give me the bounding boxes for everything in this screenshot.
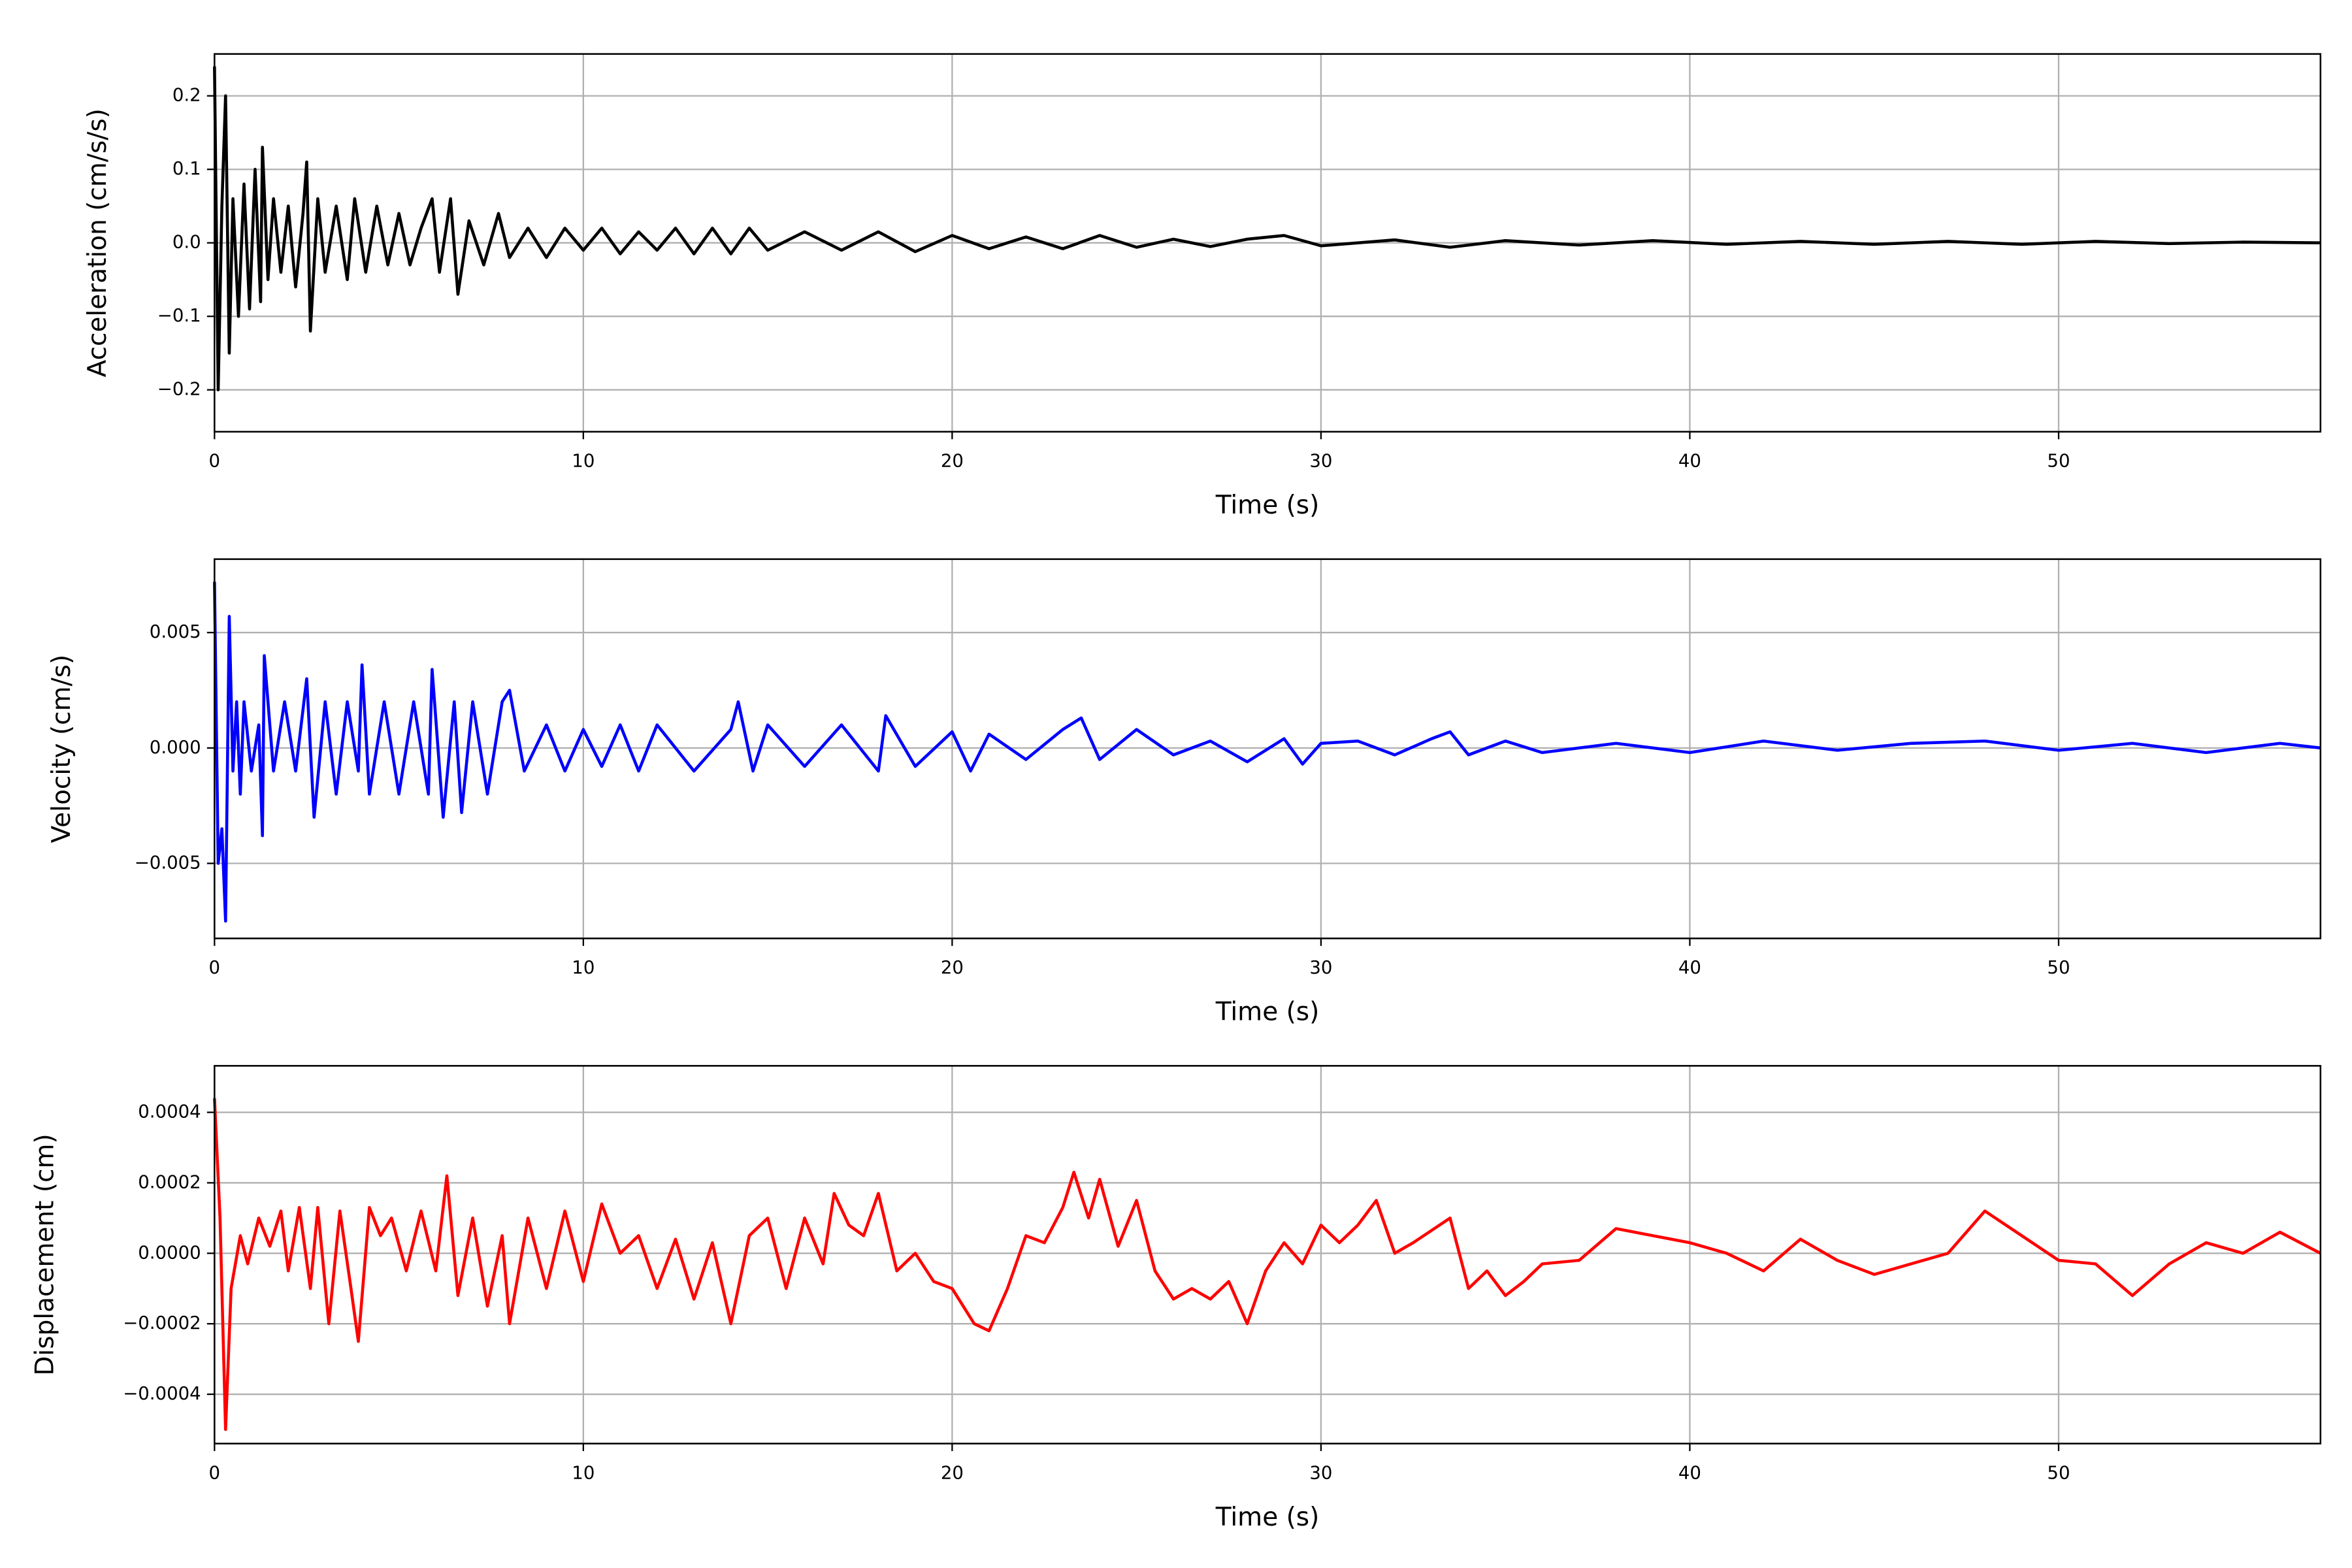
x-tick-label: 0: [209, 451, 221, 472]
y-tick-label: −0.2: [157, 379, 201, 400]
x-tick-label: 0: [209, 1462, 221, 1483]
x-tick-label: 0: [209, 957, 221, 978]
plot-frame: [214, 1065, 2322, 1445]
x-axis-label: Time (s): [1215, 1503, 1320, 1532]
y-tick-label: 0.000: [150, 737, 201, 758]
x-axis-label: Time (s): [1215, 491, 1320, 520]
plot-frame: [214, 558, 2322, 939]
x-tick-label: 10: [572, 1462, 595, 1483]
y-tick-label: 0.0000: [138, 1242, 201, 1263]
x-tick-label: 10: [572, 451, 595, 472]
y-tick-label: −0.0002: [123, 1313, 201, 1333]
plot-area: [214, 1066, 2321, 1444]
x-axis-label: Time (s): [1215, 998, 1320, 1027]
data-line: [213, 1098, 2321, 1431]
y-tick-label: 0.1: [172, 158, 201, 179]
x-tick-label: 30: [1309, 1462, 1332, 1483]
x-tick-label: 40: [1678, 957, 1701, 978]
y-tick-label: 0.0: [172, 232, 201, 253]
y-tick-label: −0.1: [157, 305, 201, 326]
y-tick-label: 0.0002: [138, 1171, 201, 1192]
x-tick-label: 20: [941, 451, 964, 472]
x-tick-label: 30: [1309, 451, 1332, 472]
y-tick-label: 0.0004: [138, 1102, 201, 1122]
y-tick-label: 0.2: [172, 85, 201, 106]
x-tick-label: 40: [1678, 451, 1701, 472]
x-tick-label: 50: [2047, 451, 2070, 472]
x-tick-label: 50: [2047, 1462, 2070, 1483]
y-tick-label: 0.005: [150, 621, 201, 642]
y-axis-label: Displacement (cm): [31, 1134, 60, 1375]
y-axis-label: Acceleration (cm/s/s): [83, 108, 112, 377]
x-tick-label: 30: [1309, 957, 1332, 978]
x-tick-label: 50: [2047, 957, 2070, 978]
x-tick-label: 40: [1678, 1462, 1701, 1483]
y-tick-label: −0.0004: [123, 1383, 201, 1404]
plot-frame: [214, 53, 2322, 433]
x-tick-label: 20: [941, 1462, 964, 1483]
data-line: [213, 66, 2321, 391]
x-tick-label: 20: [941, 957, 964, 978]
x-tick-label: 10: [572, 957, 595, 978]
y-axis-label: Velocity (cm/s): [47, 655, 76, 843]
y-tick-label: −0.005: [135, 853, 201, 874]
data-line: [213, 581, 2321, 923]
